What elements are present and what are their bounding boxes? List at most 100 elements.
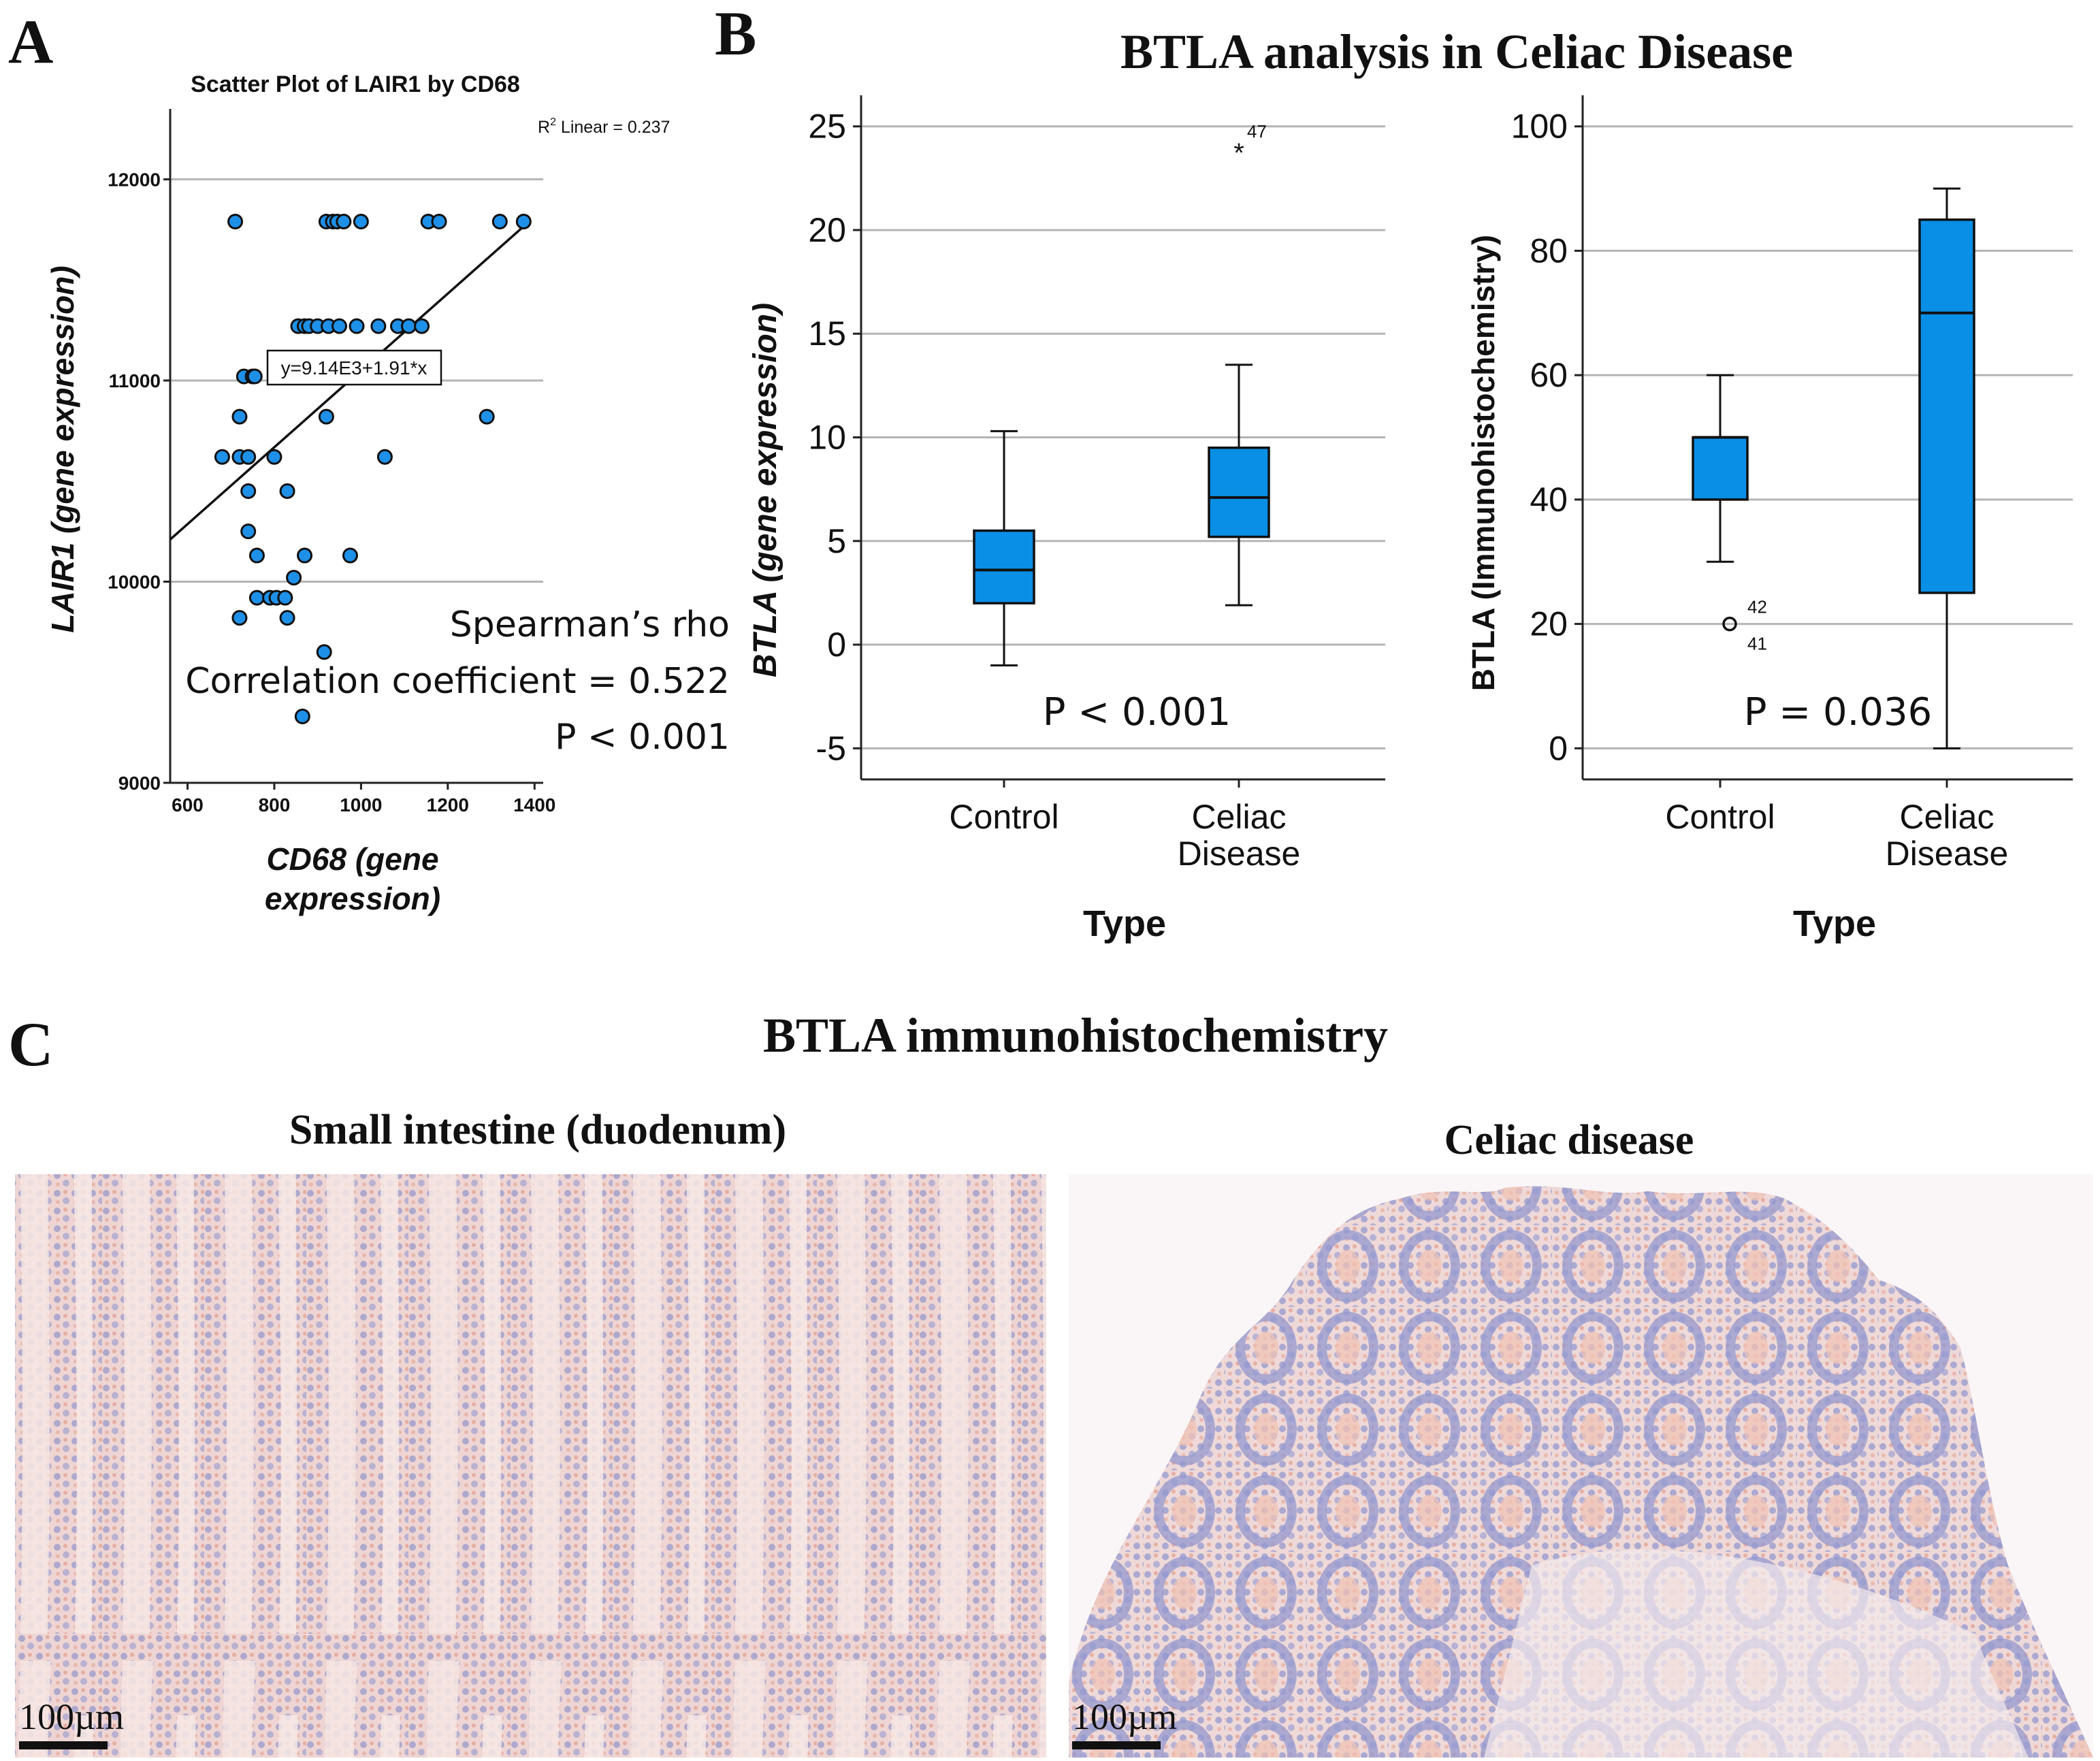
scatter-point — [279, 483, 295, 499]
box1-y-tick-label: 5 — [827, 522, 846, 560]
scatter-y-tick-label: 11000 — [109, 370, 161, 391]
scatter-point — [414, 318, 430, 334]
box2-pvalue: P = 0.036 — [1744, 690, 1933, 734]
box1-ylabel: BTLA (gene expression) — [747, 303, 784, 677]
scatter-y-tick-label: 12000 — [108, 169, 161, 190]
box2-y-tick-label: 40 — [1530, 481, 1568, 519]
scatter-point — [370, 318, 387, 334]
box1-category-label: Control — [949, 798, 1059, 836]
scatter-equation: y=9.14E3+1.91*x — [281, 357, 427, 378]
scatter-point — [318, 408, 334, 425]
scatter-point — [240, 449, 257, 465]
panel-a-letter: A — [8, 7, 53, 76]
scatter-point — [515, 213, 532, 229]
scatter-point — [286, 570, 302, 586]
spearman-line3: P < 0.001 — [555, 717, 730, 758]
box1-y-tick-label: 25 — [808, 108, 846, 146]
box1-category-label: Disease — [1178, 835, 1301, 873]
scatter-point — [231, 610, 248, 626]
scatter-x-tick-label: 600 — [172, 794, 204, 815]
scatter-x-tick-label: 1000 — [340, 794, 382, 815]
scatter-point — [400, 318, 417, 334]
scatter-point — [214, 449, 230, 465]
scatter-xlabel-line1: CD68 (gene — [266, 841, 438, 877]
scatter-point — [294, 708, 310, 724]
box2-xlabel: Type — [1793, 903, 1876, 944]
box1-category-label: Celiac — [1192, 798, 1287, 836]
box2-category-label: Celiac — [1900, 798, 1994, 836]
box1-pvalue: P < 0.001 — [1043, 690, 1231, 734]
scale-bar-label-left: 100µm — [19, 1696, 124, 1737]
box2-box — [1918, 218, 1975, 594]
box2-category-label: Disease — [1886, 835, 2009, 873]
micrograph-left-label: Small intestine (duodenum) — [289, 1107, 786, 1153]
scatter-point — [227, 213, 244, 229]
scale-bar-left — [19, 1741, 108, 1749]
box2-y-tick-label: 20 — [1530, 605, 1568, 643]
box1-y-tick-label: 10 — [808, 419, 846, 457]
scatter-x-tick-label: 800 — [259, 794, 291, 815]
box2-outlier — [1722, 616, 1737, 632]
scatter-point — [342, 547, 358, 564]
micrograph-celiac: 100µm — [1069, 1174, 2093, 1758]
scatter-point — [431, 213, 447, 229]
box1-y-tick-label: 15 — [808, 314, 846, 353]
scatter-point — [297, 547, 313, 564]
scatter-xlabel-line2: expression) — [265, 881, 440, 916]
scatter-x-tick-label: 1200 — [427, 794, 469, 815]
scatter-point — [491, 213, 508, 229]
scatter-point — [279, 610, 295, 626]
scatter-point — [277, 589, 293, 606]
scatter-r2-label: R2 Linear = 0.237 — [538, 116, 670, 137]
micrograph-right-label: Celiac disease — [1444, 1117, 1694, 1163]
box2-category-label: Control — [1665, 798, 1775, 836]
scatter-point — [240, 483, 257, 499]
box1-outlier-label: 47 — [1247, 121, 1267, 142]
box2-outlier-label: 41 — [1747, 634, 1767, 654]
panel-c-letter: C — [8, 1009, 53, 1079]
scatter-point — [479, 408, 495, 425]
box1-outlier: * — [1233, 138, 1244, 168]
scatter-point — [349, 318, 365, 334]
box2-y-tick-label: 80 — [1530, 231, 1568, 270]
scatter-point — [248, 547, 265, 564]
box1-box — [1208, 446, 1270, 538]
box1-box — [973, 529, 1035, 604]
scatter-point — [246, 368, 263, 385]
scatter-x-tick-label: 1400 — [513, 794, 555, 815]
box2-box — [1692, 436, 1749, 501]
scatter-point — [316, 644, 332, 660]
box1-y-tick-label: -5 — [816, 729, 846, 767]
scatter-point — [240, 523, 257, 540]
scatter-point — [376, 449, 393, 465]
box1-xlabel: Type — [1083, 903, 1166, 944]
box2-y-tick-label: 0 — [1549, 729, 1568, 767]
panel-c-title: BTLA immunohistochemistry — [763, 1008, 1388, 1063]
scale-bar-label-right: 100µm — [1072, 1696, 1177, 1737]
scatter-y-tick-label: 10000 — [108, 571, 161, 592]
box2-y-tick-label: 100 — [1511, 108, 1568, 146]
scatter-point — [248, 589, 265, 606]
scale-bar-right — [1072, 1741, 1161, 1749]
micrograph-duodenum: 100µm — [15, 1174, 1046, 1758]
scatter-point — [231, 408, 248, 425]
scatter-y-tick-label: 9000 — [118, 773, 161, 794]
scatter-point — [336, 213, 352, 229]
scatter-point — [353, 213, 369, 229]
box1-y-tick-label: 0 — [827, 626, 846, 664]
spearman-line1: Spearman’s rho — [450, 604, 730, 645]
scatter-point — [332, 318, 348, 334]
spearman-line2: Correlation coefficient = 0.522 — [185, 661, 730, 702]
panel-b-letter: B — [715, 0, 756, 68]
box2-y-tick-label: 60 — [1530, 356, 1568, 394]
scatter-point — [266, 449, 282, 465]
box2-outlier-label: 42 — [1747, 597, 1767, 617]
box2-ylabel: BTLA (Immunohistochemistry) — [1466, 235, 1501, 691]
scatter-title: Scatter Plot of LAIR1 by CD68 — [191, 71, 520, 97]
scatter-chart: Scatter Plot of LAIR1 by CD68 R2 Linear … — [45, 71, 730, 916]
scatter-equation-box: y=9.14E3+1.91*x — [266, 349, 442, 386]
panel-b-title: BTLA analysis in Celiac Disease — [1120, 25, 1793, 79]
scatter-ylabel: LAIR1 (gene expression) — [45, 265, 80, 632]
